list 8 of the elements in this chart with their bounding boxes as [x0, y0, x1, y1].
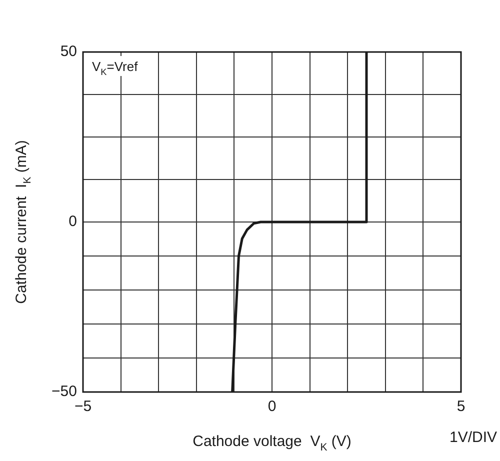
x-tick-label: 5 — [456, 398, 466, 416]
y-tick-label: 0 — [68, 213, 77, 230]
y-tick-label: 50 — [60, 43, 77, 60]
x-tick-label: 0 — [268, 398, 276, 416]
y-tick-label: −50 — [52, 383, 77, 400]
y-axis-title: Cathode current IK (mA) — [13, 140, 34, 304]
text: 1V/DIV — [449, 429, 498, 446]
x-tick-label: −5 — [74, 398, 92, 416]
